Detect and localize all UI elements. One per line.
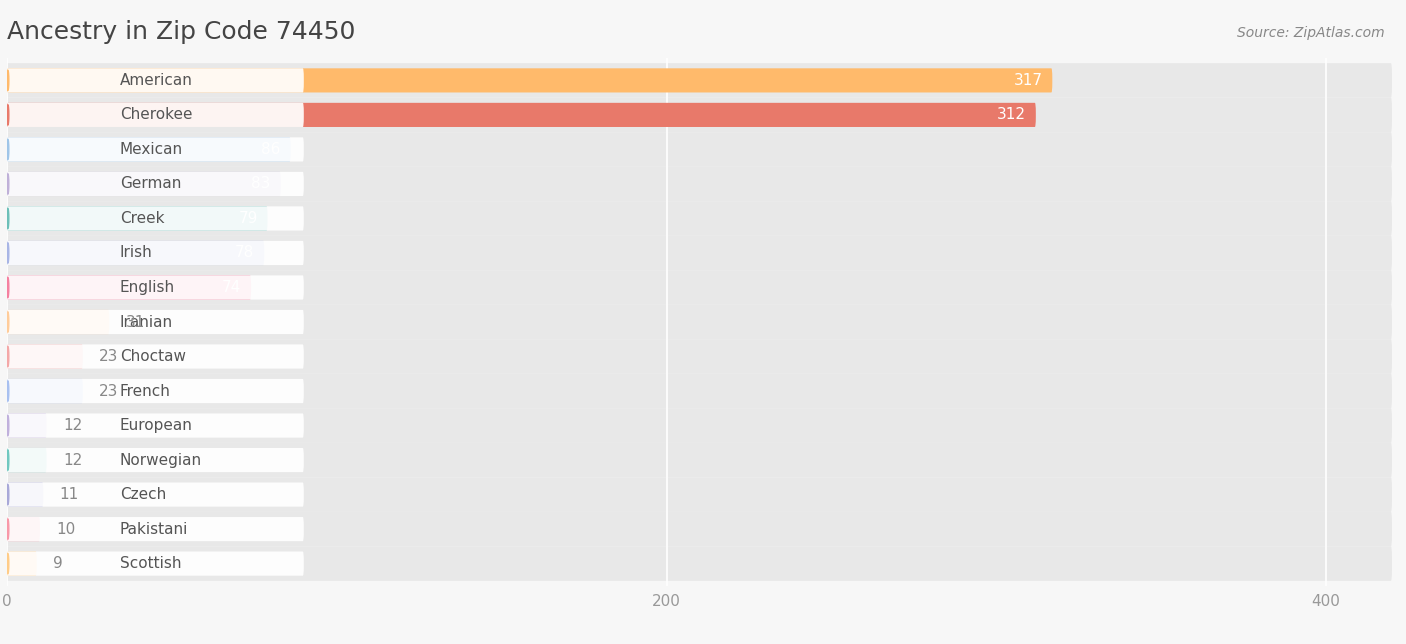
FancyBboxPatch shape	[7, 379, 304, 403]
FancyBboxPatch shape	[7, 172, 304, 196]
FancyBboxPatch shape	[7, 546, 1392, 581]
FancyBboxPatch shape	[7, 512, 1392, 546]
Text: 23: 23	[100, 349, 118, 364]
Text: Scottish: Scottish	[120, 556, 181, 571]
Circle shape	[7, 139, 8, 160]
Text: 86: 86	[262, 142, 281, 157]
FancyBboxPatch shape	[7, 241, 304, 265]
Text: American: American	[120, 73, 193, 88]
Text: 10: 10	[56, 522, 76, 536]
FancyBboxPatch shape	[7, 241, 264, 265]
FancyBboxPatch shape	[7, 374, 1392, 408]
FancyBboxPatch shape	[7, 201, 1392, 236]
FancyBboxPatch shape	[7, 551, 304, 576]
Text: European: European	[120, 418, 193, 433]
FancyBboxPatch shape	[7, 103, 304, 127]
FancyBboxPatch shape	[7, 132, 1392, 167]
FancyBboxPatch shape	[7, 408, 1392, 443]
Text: Norwegian: Norwegian	[120, 453, 202, 468]
FancyBboxPatch shape	[7, 482, 304, 507]
Circle shape	[7, 519, 8, 539]
Circle shape	[7, 415, 8, 436]
FancyBboxPatch shape	[7, 413, 46, 438]
Text: 78: 78	[235, 245, 254, 260]
FancyBboxPatch shape	[7, 172, 281, 196]
Text: Creek: Creek	[120, 211, 165, 226]
Text: 31: 31	[125, 314, 145, 330]
FancyBboxPatch shape	[7, 517, 39, 541]
Circle shape	[7, 243, 8, 263]
FancyBboxPatch shape	[7, 68, 1052, 93]
Text: 79: 79	[238, 211, 257, 226]
Circle shape	[7, 346, 8, 366]
Text: Source: ZipAtlas.com: Source: ZipAtlas.com	[1237, 26, 1385, 40]
Text: 11: 11	[60, 487, 79, 502]
Text: Mexican: Mexican	[120, 142, 183, 157]
FancyBboxPatch shape	[7, 310, 304, 334]
Circle shape	[7, 450, 8, 470]
FancyBboxPatch shape	[7, 448, 46, 472]
Text: 317: 317	[1014, 73, 1042, 88]
Text: 12: 12	[63, 453, 83, 468]
FancyBboxPatch shape	[7, 517, 304, 541]
FancyBboxPatch shape	[7, 68, 304, 93]
Text: German: German	[120, 176, 181, 191]
FancyBboxPatch shape	[7, 448, 304, 472]
FancyBboxPatch shape	[7, 206, 304, 231]
Text: 83: 83	[252, 176, 271, 191]
Circle shape	[7, 381, 8, 401]
FancyBboxPatch shape	[7, 551, 37, 576]
FancyBboxPatch shape	[7, 276, 252, 299]
FancyBboxPatch shape	[7, 206, 267, 231]
Circle shape	[7, 70, 8, 91]
FancyBboxPatch shape	[7, 443, 1392, 477]
FancyBboxPatch shape	[7, 137, 291, 162]
FancyBboxPatch shape	[7, 98, 1392, 132]
FancyBboxPatch shape	[7, 310, 110, 334]
Circle shape	[7, 278, 8, 298]
FancyBboxPatch shape	[7, 379, 83, 403]
Text: Cherokee: Cherokee	[120, 108, 193, 122]
FancyBboxPatch shape	[7, 276, 304, 299]
FancyBboxPatch shape	[7, 482, 44, 507]
Circle shape	[7, 312, 8, 332]
Circle shape	[7, 208, 8, 229]
FancyBboxPatch shape	[7, 413, 304, 438]
Circle shape	[7, 174, 8, 194]
Text: 9: 9	[53, 556, 63, 571]
FancyBboxPatch shape	[7, 345, 304, 368]
FancyBboxPatch shape	[7, 137, 304, 162]
Text: Iranian: Iranian	[120, 314, 173, 330]
Text: 74: 74	[222, 280, 242, 295]
Circle shape	[7, 484, 8, 505]
Text: Pakistani: Pakistani	[120, 522, 188, 536]
Text: Choctaw: Choctaw	[120, 349, 186, 364]
Circle shape	[7, 105, 8, 125]
FancyBboxPatch shape	[7, 305, 1392, 339]
FancyBboxPatch shape	[7, 167, 1392, 201]
Text: Irish: Irish	[120, 245, 153, 260]
Text: English: English	[120, 280, 174, 295]
FancyBboxPatch shape	[7, 63, 1392, 98]
Text: Czech: Czech	[120, 487, 166, 502]
Circle shape	[7, 553, 8, 574]
Text: Ancestry in Zip Code 74450: Ancestry in Zip Code 74450	[7, 19, 356, 44]
Text: 312: 312	[997, 108, 1026, 122]
FancyBboxPatch shape	[7, 339, 1392, 374]
FancyBboxPatch shape	[7, 236, 1392, 270]
Text: French: French	[120, 384, 170, 399]
Text: 23: 23	[100, 384, 118, 399]
FancyBboxPatch shape	[7, 103, 1036, 127]
FancyBboxPatch shape	[7, 477, 1392, 512]
FancyBboxPatch shape	[7, 345, 83, 368]
Text: 12: 12	[63, 418, 83, 433]
FancyBboxPatch shape	[7, 270, 1392, 305]
